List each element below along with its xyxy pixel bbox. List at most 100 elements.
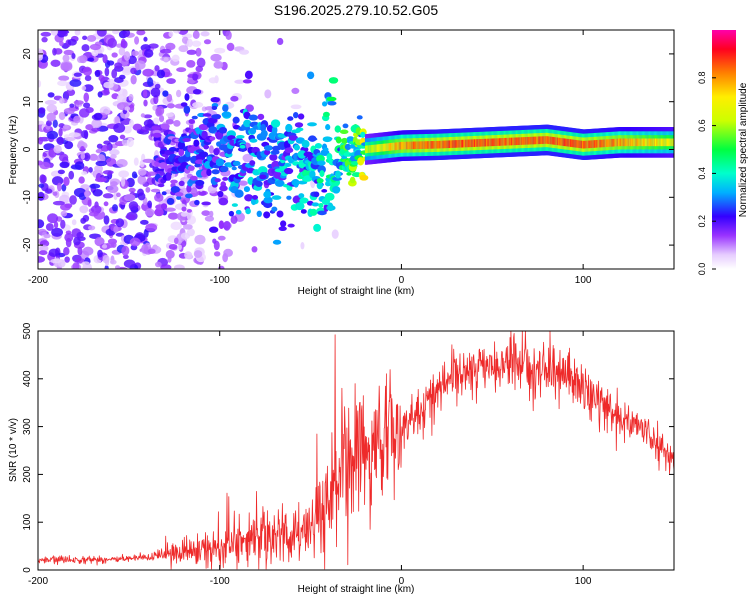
spectrogram-noise-cell bbox=[180, 212, 188, 217]
y-tick-label: -10 bbox=[22, 190, 33, 205]
spectrogram-noise-cell bbox=[109, 149, 120, 156]
spectrogram-ridge-cell bbox=[209, 136, 216, 141]
spectrogram-noise-cell bbox=[83, 152, 91, 162]
spectrogram-noise-cell bbox=[58, 75, 70, 81]
spectrogram-noise-cell bbox=[114, 115, 120, 125]
spectrogram-noise-cell bbox=[110, 154, 117, 159]
spectrogram-ridge-cell bbox=[244, 70, 253, 80]
spectrogram-noise-cell bbox=[264, 89, 272, 99]
spectrogram-ridge-cell bbox=[308, 135, 317, 142]
spectrogram-noise-cell bbox=[38, 191, 45, 201]
spectrogram-noise-cell bbox=[160, 264, 172, 269]
spectrogram-noise-cell bbox=[154, 65, 160, 72]
spectrogram-ridge-cell bbox=[222, 104, 229, 112]
spectrogram-ridge-cell bbox=[284, 147, 294, 154]
spectrogram-noise-cell bbox=[143, 99, 148, 107]
spectrogram-ridge-cell bbox=[165, 118, 174, 125]
spectrogram-noise-cell bbox=[93, 112, 103, 120]
spectrogram-noise-cell bbox=[214, 47, 226, 54]
spectrogram-ridge-cell bbox=[183, 105, 191, 114]
spectrogram-ridge-cell bbox=[319, 170, 325, 178]
spectrogram-ridge-cell bbox=[182, 137, 191, 143]
spectrogram-noise-cell bbox=[107, 38, 117, 48]
spectrogram-noise-cell bbox=[62, 54, 70, 63]
y-tick-label: 10 bbox=[22, 96, 33, 108]
spectrogram-noise-cell bbox=[175, 89, 182, 98]
spectrogram-noise-cell bbox=[59, 40, 64, 47]
spectrogram-noise-cell bbox=[57, 169, 65, 175]
spectrogram-noise-cell bbox=[38, 250, 48, 256]
spectrogram-ridge-cell bbox=[280, 220, 287, 228]
spectrogram-noise-cell bbox=[331, 229, 339, 239]
x-tick-label: -200 bbox=[28, 275, 48, 286]
spectrogram-ridge-cell bbox=[272, 239, 282, 245]
spectrogram-noise-cell bbox=[81, 171, 88, 176]
spectrogram-noise-cell bbox=[38, 228, 48, 236]
spectrogram-noise-cell bbox=[291, 87, 300, 95]
spectrogram-ridge-cell bbox=[257, 113, 265, 120]
spectrogram-ridge-cell bbox=[211, 114, 221, 120]
spectrogram-noise-cell bbox=[160, 48, 172, 54]
spectrogram-ridge-cell bbox=[268, 139, 278, 143]
spectrogram-ridge-cell bbox=[302, 169, 311, 178]
spectrogram-ridge-cell bbox=[307, 122, 317, 127]
spectrogram-noise-cell bbox=[85, 124, 94, 131]
spectrogram-noise-cell bbox=[168, 243, 178, 250]
spectrogram-ridge-cell bbox=[249, 138, 258, 143]
spectrogram-ridge-cell bbox=[294, 122, 304, 128]
spectrogram-ridge-cell bbox=[161, 191, 167, 196]
spectrogram-noise-cell bbox=[101, 244, 108, 249]
spectrogram-noise-cell bbox=[213, 251, 221, 257]
spectrogram-ridge-cell bbox=[219, 165, 229, 173]
spectrogram-ridge-cell bbox=[184, 93, 190, 101]
spectrogram-ridge-cell bbox=[342, 123, 349, 129]
spectrogram-noise-cell bbox=[95, 160, 108, 167]
spectrogram-noise-cell bbox=[204, 215, 215, 222]
spectrogram-noise-cell bbox=[59, 161, 70, 169]
spectrogram-noise-cell bbox=[62, 124, 69, 129]
spectrogram-ridge-cell bbox=[261, 167, 268, 173]
spectrogram-ridge-cell bbox=[219, 185, 228, 192]
spectrogram-noise-cell bbox=[128, 201, 139, 211]
spectrogram-ridge-cell bbox=[295, 127, 304, 132]
spectrogram-ridge-cell bbox=[188, 119, 195, 124]
spectrogram-ridge-cell bbox=[326, 153, 333, 161]
spectrogram-noise-cell bbox=[60, 62, 73, 72]
spectrogram-noise-cell bbox=[186, 228, 195, 237]
spectrogram-noise-cell bbox=[126, 137, 134, 148]
spectrogram-noise-cell bbox=[140, 219, 149, 225]
spectrogram-noise-cell bbox=[177, 244, 182, 251]
spectrogram-noise-cell bbox=[153, 94, 159, 105]
spectrogram-ridge-cell bbox=[214, 178, 221, 183]
spectrogram-noise-cell bbox=[42, 152, 47, 158]
spectrogram-ridge-cell bbox=[178, 147, 185, 157]
spectrogram-noise-cell bbox=[102, 193, 114, 199]
spectrogram-noise-cell bbox=[145, 186, 151, 193]
spectrogram-ridge-cell bbox=[264, 149, 271, 156]
spectrogram-ridge-cell bbox=[271, 195, 282, 200]
spectrogram-ridge-cell bbox=[178, 180, 185, 187]
spectrogram-noise-cell bbox=[106, 184, 119, 194]
spectrogram-ridge-cell bbox=[263, 211, 271, 219]
spectrogram-ridge-cell bbox=[274, 180, 285, 187]
spectrogram-noise-cell bbox=[59, 97, 65, 104]
spectrogram-noise-cell bbox=[40, 31, 52, 37]
spectrogram-noise-cell bbox=[52, 200, 65, 206]
spectrogram-noise-cell bbox=[108, 135, 119, 143]
spectrogram-ridge-cell bbox=[335, 170, 341, 179]
colorbar-tick-label: 0.2 bbox=[697, 215, 707, 228]
colorbar-tick-label: 0.0 bbox=[697, 263, 707, 276]
spectrogram-noise-cell bbox=[110, 241, 117, 248]
spectrogram-noise-cell bbox=[102, 170, 114, 175]
spectrogram-ridge-cell bbox=[270, 119, 281, 128]
spectrogram-ridge-cell bbox=[166, 172, 172, 181]
spectrogram-noise-cell bbox=[80, 152, 86, 160]
spectrogram-noise-cell bbox=[230, 95, 239, 102]
spectrogram-noise-cell bbox=[201, 210, 211, 216]
spectrogram-noise-cell bbox=[123, 259, 136, 268]
spectrogram-noise-cell bbox=[130, 67, 137, 75]
spectrogram-cells bbox=[38, 30, 674, 269]
spectrogram-noise-cell bbox=[91, 118, 103, 129]
spectrogram-noise-cell bbox=[123, 125, 132, 134]
spectrogram-noise-cell bbox=[165, 42, 176, 51]
